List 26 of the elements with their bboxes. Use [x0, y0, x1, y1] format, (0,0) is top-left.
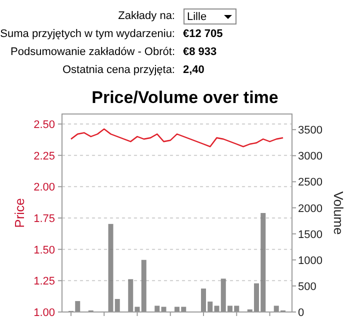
- text: €8 933: [183, 46, 217, 58]
- text: Suma przyjętych w tym wydarzeniu:: [0, 28, 175, 40]
- y2-tick-label: 3500: [298, 124, 322, 137]
- y2-tick-label: 1500: [298, 228, 322, 241]
- y-tick-label: 1.75: [34, 213, 55, 226]
- y-tick-label: 2.50: [34, 119, 55, 132]
- text: Zakłady na:: [118, 10, 175, 22]
- text: Ostatnia cena przyjęta:: [62, 64, 175, 76]
- y-tick-label: 1.00: [34, 307, 55, 319]
- y2-tick-label: 0: [298, 307, 304, 319]
- y2-axis-title: Volume: [331, 191, 346, 235]
- y-tick-label: 1.50: [34, 244, 55, 256]
- y-tick-label: 2.00: [34, 182, 55, 194]
- y-tick-label: 1.25: [34, 276, 55, 288]
- text: 2,40: [183, 64, 204, 76]
- y2-tick-label: 500: [298, 280, 316, 293]
- y2-tick-label: 2500: [298, 176, 322, 189]
- y-axis-title: Price: [12, 198, 27, 228]
- text: Podsumowanie zakładów - Obrót:: [10, 46, 175, 58]
- y2-tick-label: 1000: [298, 254, 322, 267]
- chart-title: Price/Volume over time: [92, 88, 278, 107]
- y-tick-label: 2.25: [34, 150, 55, 162]
- text: €12 705: [183, 28, 223, 40]
- text: Lille: [187, 11, 207, 23]
- y2-tick-label: 3000: [298, 150, 322, 163]
- y2-tick-label: 2000: [298, 202, 322, 215]
